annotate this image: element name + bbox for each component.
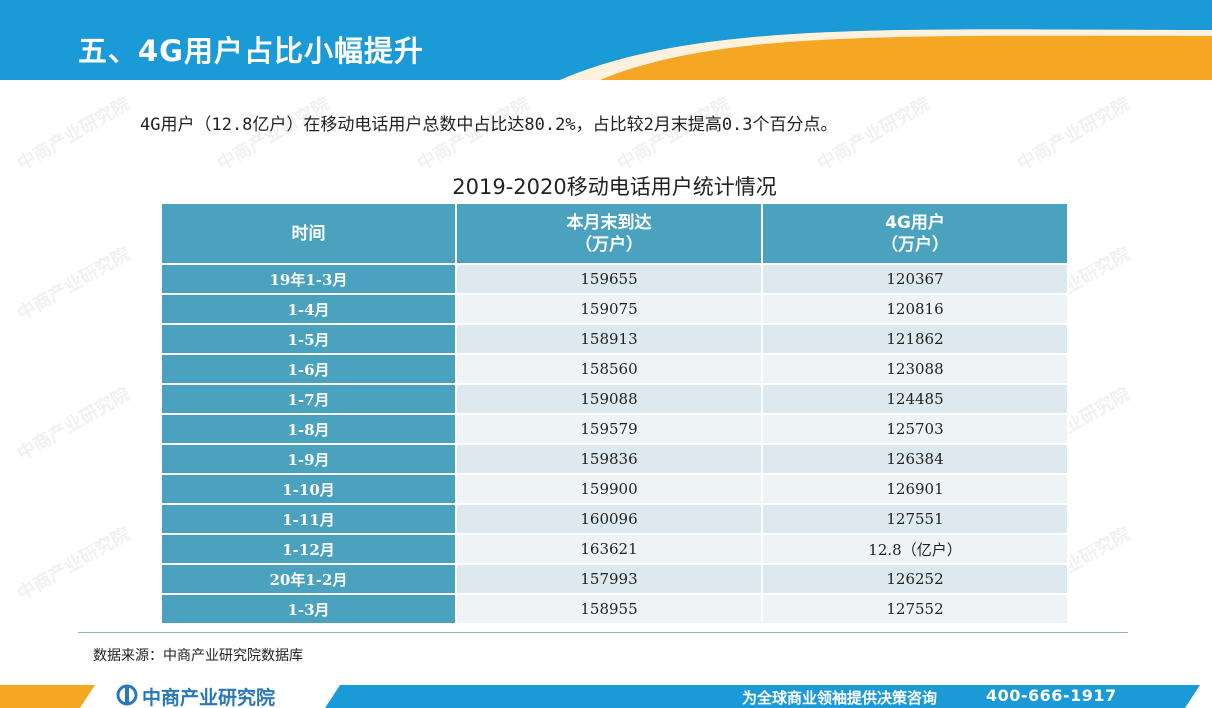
- row-4g: 121862: [761, 323, 1069, 355]
- source-divider: [78, 632, 1128, 633]
- row-4g: 126252: [761, 563, 1069, 595]
- row-4g: 126384: [761, 443, 1069, 475]
- header-total-line2: （万户）: [575, 234, 643, 255]
- header-background: [0, 0, 1212, 80]
- row-total: 160096: [455, 503, 763, 535]
- header-4g-line1: 4G用户: [885, 212, 945, 233]
- row-4g: 124485: [761, 383, 1069, 415]
- row-4g: 127551: [761, 503, 1069, 535]
- source-note: 数据来源：中商产业研究院数据库: [93, 648, 303, 664]
- row-total: 159075: [455, 293, 763, 325]
- header-banner: 五、4G用户占比小幅提升: [0, 0, 1212, 80]
- row-period: 1-4月: [160, 293, 457, 325]
- watermark: 中商产业研究院: [13, 93, 134, 175]
- row-total: 159900: [455, 473, 763, 505]
- footer-slogan: 为全球商业领袖提供决策咨询: [742, 689, 938, 707]
- row-total: 159579: [455, 413, 763, 445]
- header-total-line1: 本月末到达: [566, 212, 652, 233]
- row-4g: 12.8（亿户）: [761, 533, 1069, 565]
- page-title: 五、4G用户占比小幅提升: [78, 34, 424, 68]
- table-row: 1-5月 158913 121862: [160, 323, 1069, 355]
- table-row: 1-3月 158955 127552: [160, 593, 1069, 625]
- row-4g: 120367: [761, 263, 1069, 295]
- row-4g: 123088: [761, 353, 1069, 385]
- table-row: 20年1-2月 157993 126252: [160, 563, 1069, 595]
- table-row: 1-10月 159900 126901: [160, 473, 1069, 505]
- table-row: 1-7月 159088 124485: [160, 383, 1069, 415]
- table-title: 2019-2020移动电话用户统计情况: [452, 175, 777, 199]
- row-period: 1-3月: [160, 593, 457, 625]
- row-total: 158955: [455, 593, 763, 625]
- row-total: 159088: [455, 383, 763, 415]
- row-period: 1-11月: [160, 503, 457, 535]
- row-period: 20年1-2月: [160, 563, 457, 595]
- row-total: 159655: [455, 263, 763, 295]
- subscriber-table: 时间 本月末到达 （万户） 4G用户 （万户） 19年1-3月 159655 1…: [160, 202, 1069, 625]
- row-period: 1-12月: [160, 533, 457, 565]
- watermark: 中商产业研究院: [13, 523, 134, 605]
- header-4g: 4G用户 （万户）: [761, 202, 1069, 265]
- table-row: 1-4月 159075 120816: [160, 293, 1069, 325]
- watermark: 中商产业研究院: [1013, 93, 1134, 175]
- header-4g-line2: （万户）: [881, 234, 949, 255]
- footer-phone: 400-666-1917: [986, 686, 1117, 705]
- table-row: 1-11月 160096 127551: [160, 503, 1069, 535]
- row-4g: 120816: [761, 293, 1069, 325]
- company-logo-text: 中商产业研究院: [142, 687, 276, 708]
- company-logo-icon: [116, 684, 138, 706]
- row-period: 1-9月: [160, 443, 457, 475]
- row-period: 1-6月: [160, 353, 457, 385]
- row-total: 159836: [455, 443, 763, 475]
- table-row: 1-9月 159836 126384: [160, 443, 1069, 475]
- row-total: 163621: [455, 533, 763, 565]
- footer-background: [0, 685, 1200, 708]
- header-total: 本月末到达 （万户）: [455, 202, 763, 265]
- row-4g: 127552: [761, 593, 1069, 625]
- row-4g: 125703: [761, 413, 1069, 445]
- table-row: 19年1-3月 159655 120367: [160, 263, 1069, 295]
- row-4g: 126901: [761, 473, 1069, 505]
- row-total: 157993: [455, 563, 763, 595]
- table-row: 1-6月 158560 123088: [160, 353, 1069, 385]
- row-total: 158560: [455, 353, 763, 385]
- row-period: 1-7月: [160, 383, 457, 415]
- header-period: 时间: [160, 202, 457, 265]
- row-total: 158913: [455, 323, 763, 355]
- row-period: 1-5月: [160, 323, 457, 355]
- table-row: 1-12月 163621 12.8（亿户）: [160, 533, 1069, 565]
- row-period: 1-8月: [160, 413, 457, 445]
- watermark: 中商产业研究院: [13, 383, 134, 465]
- row-period: 1-10月: [160, 473, 457, 505]
- row-period: 19年1-3月: [160, 263, 457, 295]
- table-row: 1-8月 159579 125703: [160, 413, 1069, 445]
- summary-text: 4G用户（12.8亿户）在移动电话用户总数中占比达80.2%，占比较2月末提高0…: [140, 115, 838, 135]
- table-header-row: 时间 本月末到达 （万户） 4G用户 （万户）: [160, 202, 1069, 265]
- footer-bar: [0, 683, 1212, 708]
- watermark: 中商产业研究院: [13, 243, 134, 325]
